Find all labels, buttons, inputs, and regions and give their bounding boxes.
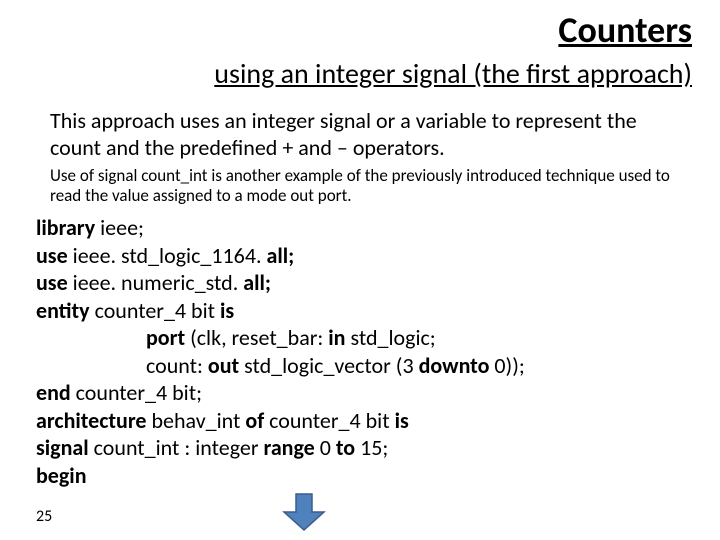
txt: 15; xyxy=(355,434,388,461)
kw-entity: entity xyxy=(36,297,90,324)
txt: std_logic_vector (3 xyxy=(239,352,418,379)
slide-title: Counters xyxy=(558,8,692,52)
kw-downto: downto xyxy=(419,352,490,379)
kw-library: library xyxy=(36,214,95,241)
code-line-10: begin xyxy=(36,462,690,490)
description-note: Use of signal count_int is another examp… xyxy=(50,166,690,207)
kw-all: all; xyxy=(267,242,295,269)
code-line-6: count: out std_logic_vector (3 downto 0)… xyxy=(36,352,690,380)
txt: std_logic; xyxy=(345,324,435,351)
code-line-5: port (clk, reset_bar: in std_logic; xyxy=(36,324,690,352)
slide: Counters using an integer signal (the fi… xyxy=(0,0,720,540)
kw-is: is xyxy=(395,407,409,434)
slide-subtitle: using an integer signal (the first appro… xyxy=(214,56,692,91)
txt: counter_4 bit xyxy=(264,407,394,434)
kw-port: port xyxy=(146,324,185,351)
txt: 0 xyxy=(315,434,336,461)
description-main: This approach uses an integer signal or … xyxy=(50,108,690,162)
code-line-7: end counter_4 bit; xyxy=(36,379,690,407)
txt: counter_4 bit; xyxy=(71,379,202,406)
txt: ieee; xyxy=(95,214,144,241)
txt: counter_4 bit xyxy=(90,297,220,324)
kw-use: use xyxy=(36,269,68,296)
code-line-1: library ieee; xyxy=(36,214,690,242)
txt: ieee. std_logic_1164. xyxy=(68,242,267,269)
txt: (clk, reset_bar: xyxy=(185,324,328,351)
kw-range: range xyxy=(263,434,314,461)
code-line-8: architecture behav_int of counter_4 bit … xyxy=(36,407,690,435)
kw-out: out xyxy=(208,352,239,379)
kw-architecture: architecture xyxy=(36,407,147,434)
txt: behav_int xyxy=(147,407,246,434)
kw-all: all; xyxy=(243,269,271,296)
down-arrow-icon xyxy=(282,492,326,532)
kw-signal: signal xyxy=(36,434,89,461)
txt: count: xyxy=(146,352,208,379)
code-line-2: use ieee. std_logic_1164. all; xyxy=(36,242,690,270)
txt: ieee. numeric_std. xyxy=(68,269,244,296)
code-line-9: signal count_int : integer range 0 to 15… xyxy=(36,434,690,462)
kw-begin: begin xyxy=(36,462,87,489)
code-block: library ieee; use ieee. std_logic_1164. … xyxy=(36,214,690,489)
kw-to: to xyxy=(336,434,355,461)
arrow-shape xyxy=(284,494,324,530)
kw-in: in xyxy=(328,324,345,351)
code-line-4: entity counter_4 bit is xyxy=(36,297,690,325)
txt: count_int : integer xyxy=(89,434,264,461)
kw-is: is xyxy=(220,297,234,324)
code-line-3: use ieee. numeric_std. all; xyxy=(36,269,690,297)
kw-end: end xyxy=(36,379,71,406)
txt: 0)); xyxy=(489,352,524,379)
kw-use: use xyxy=(36,242,68,269)
kw-of: of xyxy=(245,407,264,434)
page-number: 25 xyxy=(36,507,52,526)
